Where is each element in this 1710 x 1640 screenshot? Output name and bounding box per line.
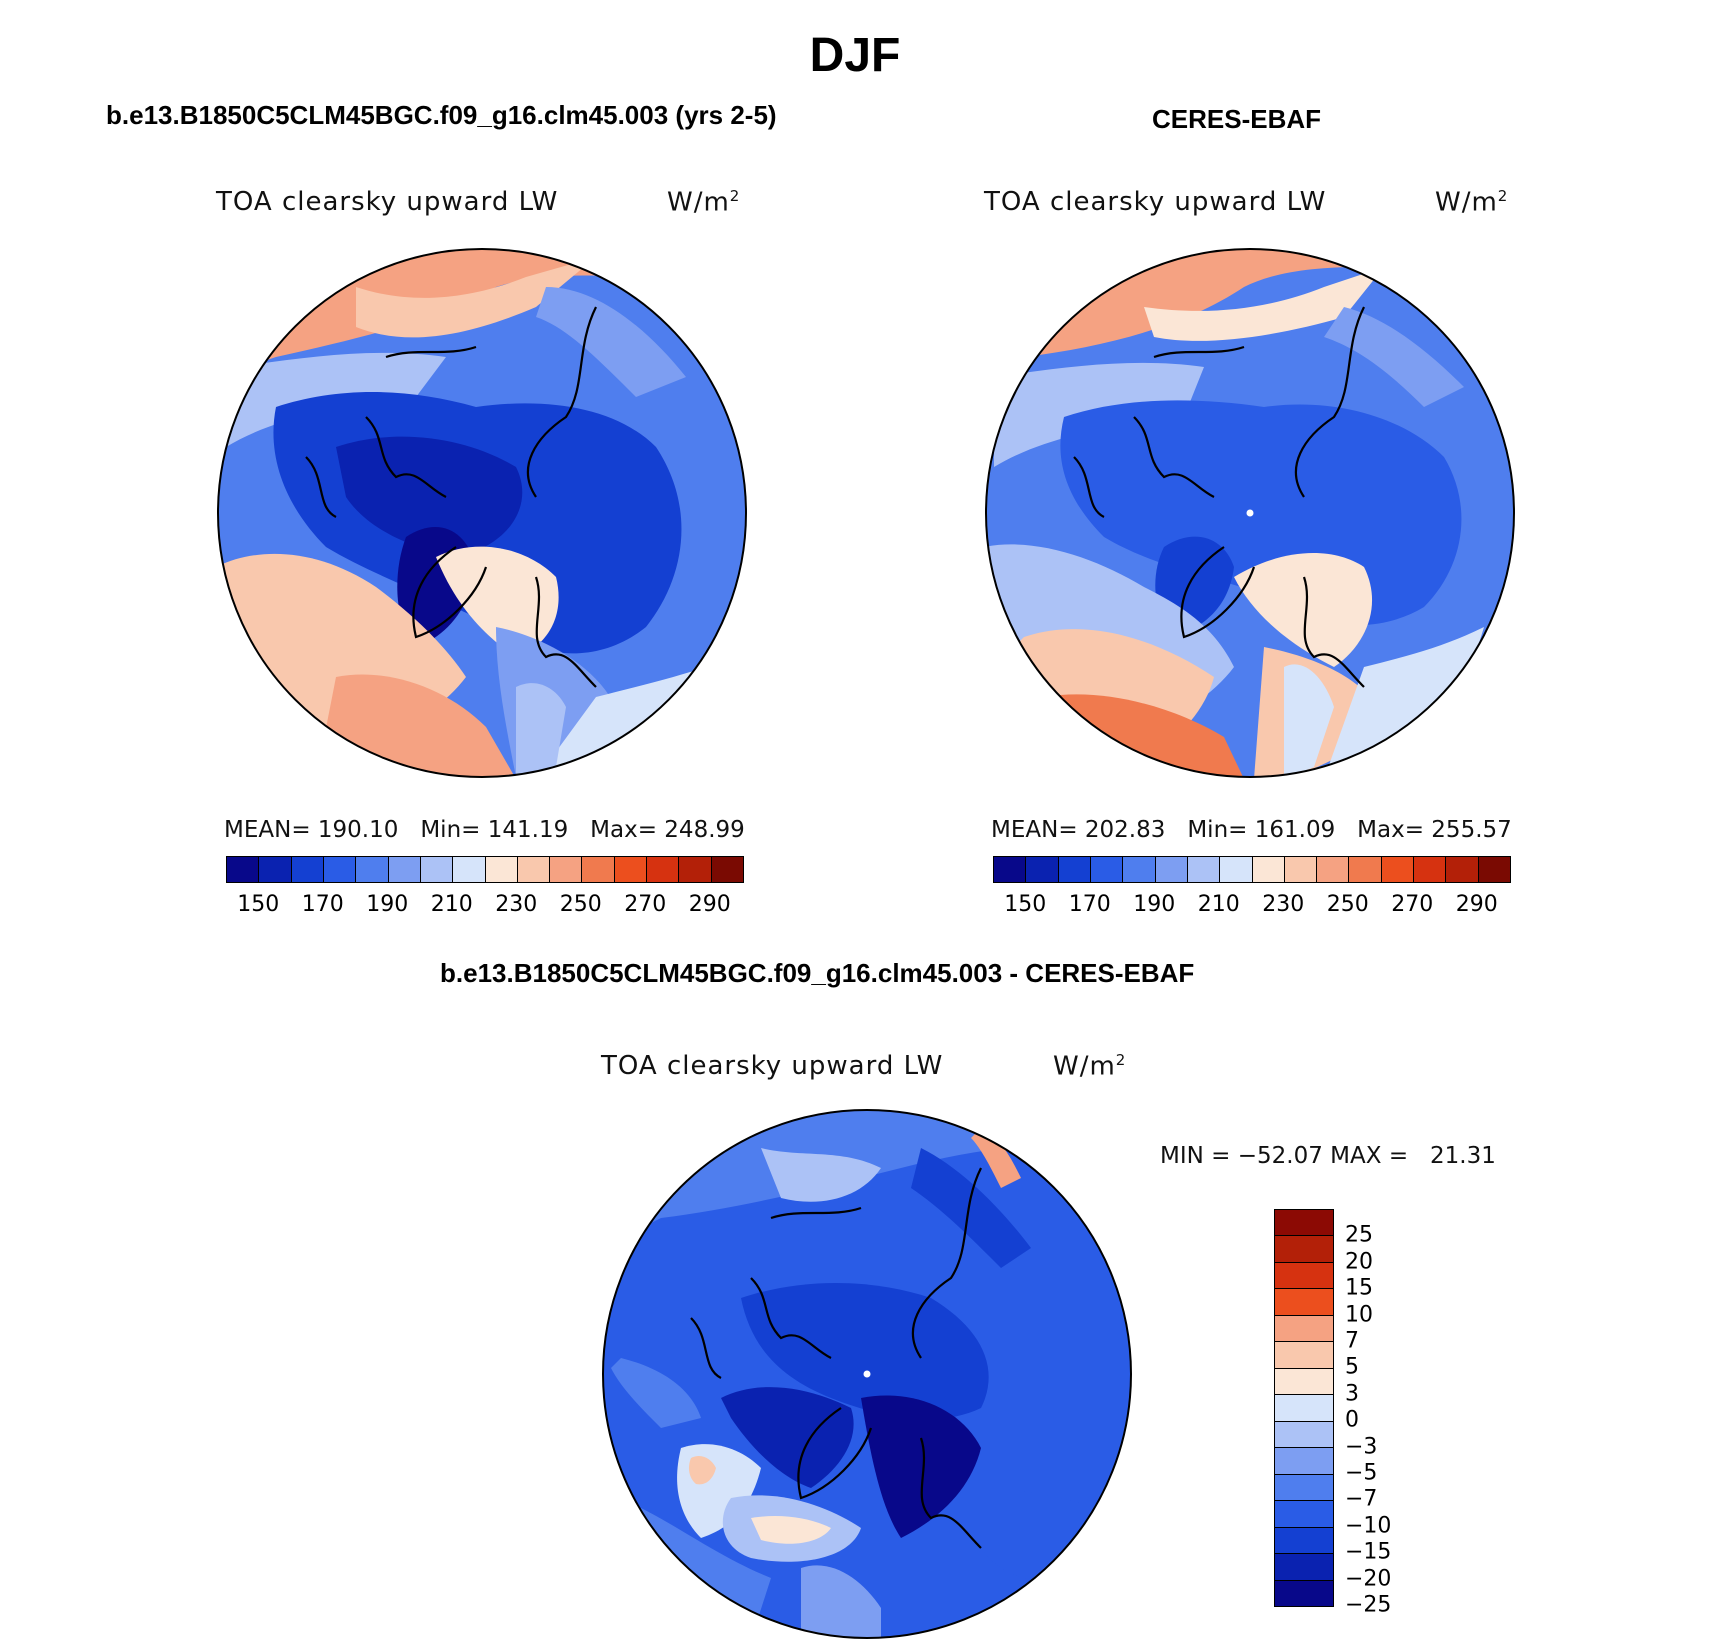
colorbar-swatch — [453, 857, 486, 882]
colorbar-tick-label: 15 — [1345, 1275, 1373, 1301]
colorbar-swatch — [388, 857, 421, 882]
diff-polar-map — [602, 1109, 1132, 1639]
model-units-label: W/m2 — [667, 187, 741, 218]
colorbar-swatch — [1478, 857, 1510, 882]
colorbar-swatch — [1275, 1236, 1333, 1263]
colorbar-tick-label: 25 — [1345, 1222, 1373, 1248]
colorbar-tick-label: −15 — [1345, 1539, 1392, 1565]
diff-units-label: W/m2 — [1053, 1051, 1127, 1082]
colorbar-swatch — [259, 857, 292, 882]
colorbar-tick-label: 190 — [366, 892, 409, 917]
colorbar-swatch — [647, 857, 680, 882]
colorbar-swatch — [227, 857, 260, 882]
colorbar-swatch — [1187, 857, 1221, 882]
colorbar-tick-label: 230 — [495, 892, 538, 917]
colorbar-swatch — [582, 857, 615, 882]
colorbar-tick-label: 230 — [1262, 892, 1305, 917]
colorbar-swatch — [1275, 1368, 1333, 1396]
colorbar-tick-label: 190 — [1133, 892, 1176, 917]
colorbar-swatch — [323, 857, 357, 882]
colorbar-swatch — [1090, 857, 1124, 882]
model-polar-map — [217, 248, 747, 778]
colorbar-swatch — [1414, 857, 1447, 882]
obs-polar-map — [985, 248, 1515, 778]
colorbar-swatch — [1058, 857, 1091, 882]
season-title: DJF — [809, 29, 901, 82]
colorbar-swatch — [711, 857, 743, 882]
colorbar-tick-label: 250 — [1326, 892, 1369, 917]
colorbar-swatch — [1123, 857, 1156, 882]
colorbar-swatch — [1349, 857, 1382, 882]
obs-stats: MEAN= 202.83 Min= 161.09 Max= 255.57 — [991, 817, 1512, 843]
colorbar-tick-label: 210 — [1197, 892, 1240, 917]
colorbar-tick-label: 7 — [1345, 1328, 1359, 1354]
model-panel-title: b.e13.B1850C5CLM45BGC.f09_g16.clm45.003 … — [106, 100, 777, 130]
colorbar-tick-label: 3 — [1345, 1381, 1359, 1407]
colorbar-tick-label: 290 — [688, 892, 731, 917]
colorbar-tick-label: 20 — [1345, 1249, 1373, 1275]
colorbar-swatch — [550, 857, 583, 882]
colorbar-tick-label: 0 — [1345, 1407, 1359, 1433]
colorbar-swatch — [1275, 1554, 1333, 1581]
colorbar-tick-label: 150 — [237, 892, 280, 917]
colorbar-swatch — [1275, 1395, 1333, 1422]
colorbar-swatch — [420, 857, 454, 882]
colorbar-tick-label: −3 — [1345, 1434, 1378, 1460]
colorbar-swatch — [679, 857, 712, 882]
colorbar-swatch — [1275, 1448, 1333, 1475]
colorbar-swatch — [517, 857, 551, 882]
colorbar-swatch — [1275, 1580, 1333, 1607]
diff-colorbar — [1274, 1209, 1334, 1607]
diff-variable-label: TOA clearsky upward LW — [601, 1051, 944, 1081]
colorbar-tick-label: −20 — [1345, 1566, 1392, 1592]
colorbar-tick-label: −5 — [1345, 1460, 1378, 1486]
colorbar-swatch — [1026, 857, 1059, 882]
colorbar-tick-label: 290 — [1455, 892, 1498, 917]
obs-colorbar — [993, 856, 1511, 883]
colorbar-swatch — [1275, 1527, 1333, 1555]
colorbar-swatch — [485, 857, 518, 882]
obs-panel-title: CERES-EBAF — [1152, 104, 1322, 134]
model-colorbar — [226, 856, 744, 883]
colorbar-swatch — [1275, 1421, 1333, 1449]
colorbar-swatch — [291, 857, 324, 882]
obs-units-label: W/m2 — [1435, 187, 1509, 218]
colorbar-tick-label: 150 — [1004, 892, 1047, 917]
colorbar-swatch — [614, 857, 648, 882]
colorbar-swatch — [1446, 857, 1479, 882]
colorbar-tick-label: 270 — [624, 892, 667, 917]
colorbar-swatch — [1275, 1210, 1333, 1237]
colorbar-swatch — [994, 857, 1027, 882]
colorbar-swatch — [1155, 857, 1188, 882]
colorbar-swatch — [1275, 1315, 1333, 1343]
colorbar-swatch — [1317, 857, 1350, 882]
colorbar-tick-label: 250 — [559, 892, 602, 917]
colorbar-swatch — [1284, 857, 1318, 882]
colorbar-tick-label: 210 — [430, 892, 473, 917]
colorbar-tick-label: −25 — [1345, 1592, 1392, 1618]
colorbar-tick-label: 170 — [1068, 892, 1111, 917]
colorbar-tick-label: 170 — [301, 892, 344, 917]
colorbar-tick-label: −10 — [1345, 1513, 1392, 1539]
obs-variable-label: TOA clearsky upward LW — [984, 187, 1327, 217]
colorbar-swatch — [1381, 857, 1415, 882]
colorbar-swatch — [1275, 1501, 1333, 1528]
colorbar-tick-label: −7 — [1345, 1486, 1378, 1512]
model-stats: MEAN= 190.10 Min= 141.19 Max= 248.99 — [224, 817, 745, 843]
colorbar-tick-label: 10 — [1345, 1302, 1373, 1328]
diff-panel-title: b.e13.B1850C5CLM45BGC.f09_g16.clm45.003 … — [440, 958, 1195, 988]
colorbar-swatch — [1275, 1262, 1333, 1290]
colorbar-tick-label: 270 — [1391, 892, 1434, 917]
diff-stats: MIN = −52.07 MAX = 21.31 — [1160, 1143, 1496, 1169]
colorbar-swatch — [356, 857, 389, 882]
colorbar-swatch — [1275, 1289, 1333, 1316]
colorbar-swatch — [1252, 857, 1285, 882]
colorbar-swatch — [1275, 1342, 1333, 1369]
colorbar-tick-label: 5 — [1345, 1354, 1359, 1380]
colorbar-swatch — [1275, 1474, 1333, 1502]
model-variable-label: TOA clearsky upward LW — [216, 187, 559, 217]
colorbar-swatch — [1220, 857, 1253, 882]
